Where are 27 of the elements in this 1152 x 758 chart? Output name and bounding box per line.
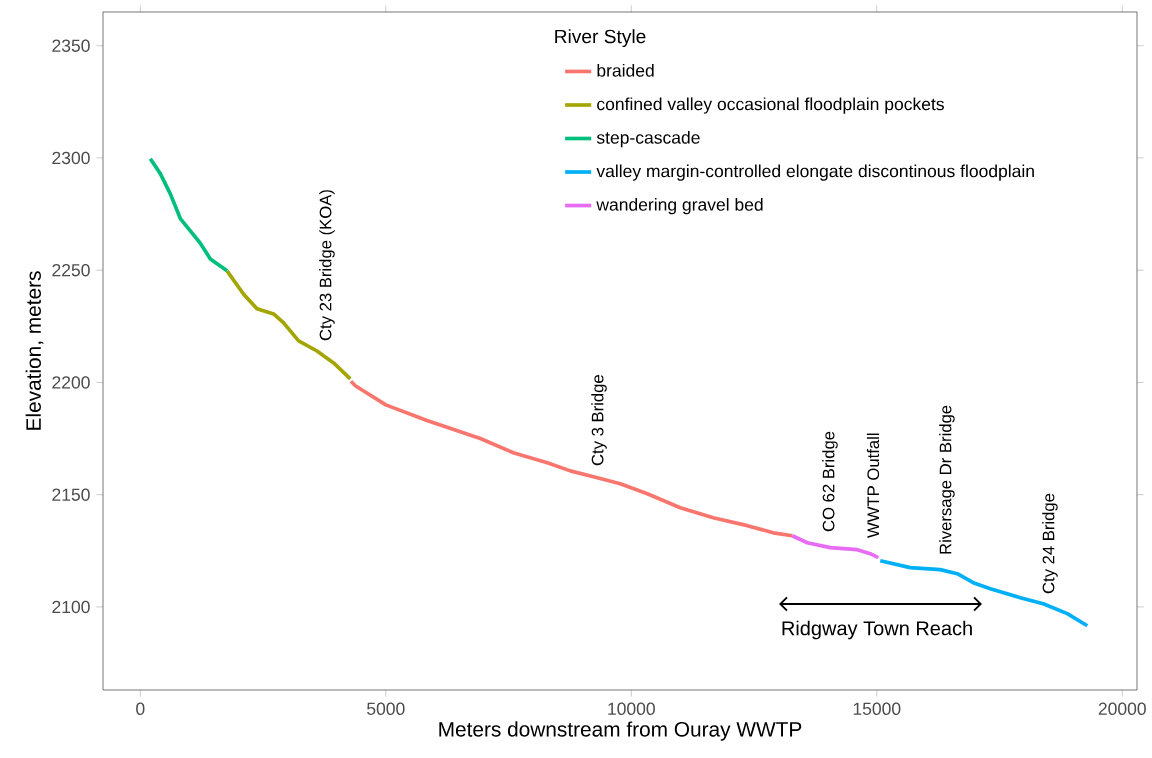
y-tick-label: 2300 (52, 151, 90, 165)
annotation: Ridgway Town Reach (782, 620, 972, 640)
legend-label: wandering gravel bed (596, 197, 763, 215)
x-axis-title: Meters downstream from Ouray WWTP (439, 721, 802, 741)
annotation: CO 62 Bridge (822, 431, 838, 532)
legend-label: step-cascade (596, 130, 700, 148)
y-tick-label: 2250 (52, 263, 90, 277)
y-tick-label: 2150 (52, 488, 90, 501)
x-tick-label: 15000 (853, 702, 901, 715)
annotation: WWTP Outfall (866, 433, 880, 538)
line-series (148, 156, 229, 273)
annotation: Cty 23 Bridge (KOA) (319, 190, 335, 341)
y-axis-title: Elevation, meters (25, 271, 44, 430)
y-tick-label: 2200 (52, 376, 90, 389)
legend-label: valley margin-controlled elongate discontinous floodplain (596, 164, 1034, 181)
annotation: Cty 3 Bridge (591, 375, 607, 466)
y-tick-label: 2100 (52, 600, 90, 614)
annotation: Riversage Dr Bridge (939, 405, 955, 554)
annotation: Cty 24 Bridge (1042, 493, 1058, 594)
legend-label: confined valley occasional floodplain pockets (597, 97, 944, 114)
x-tick-label: 20000 (1098, 702, 1146, 715)
x-tick-label: 10000 (608, 702, 655, 715)
y-tick-label: 2350 (52, 39, 90, 52)
x-tick-label: 5000 (367, 702, 405, 715)
legend-title: River Style (555, 29, 646, 48)
x-tick-label: 0 (136, 702, 145, 715)
legend-label: braided (597, 63, 654, 77)
